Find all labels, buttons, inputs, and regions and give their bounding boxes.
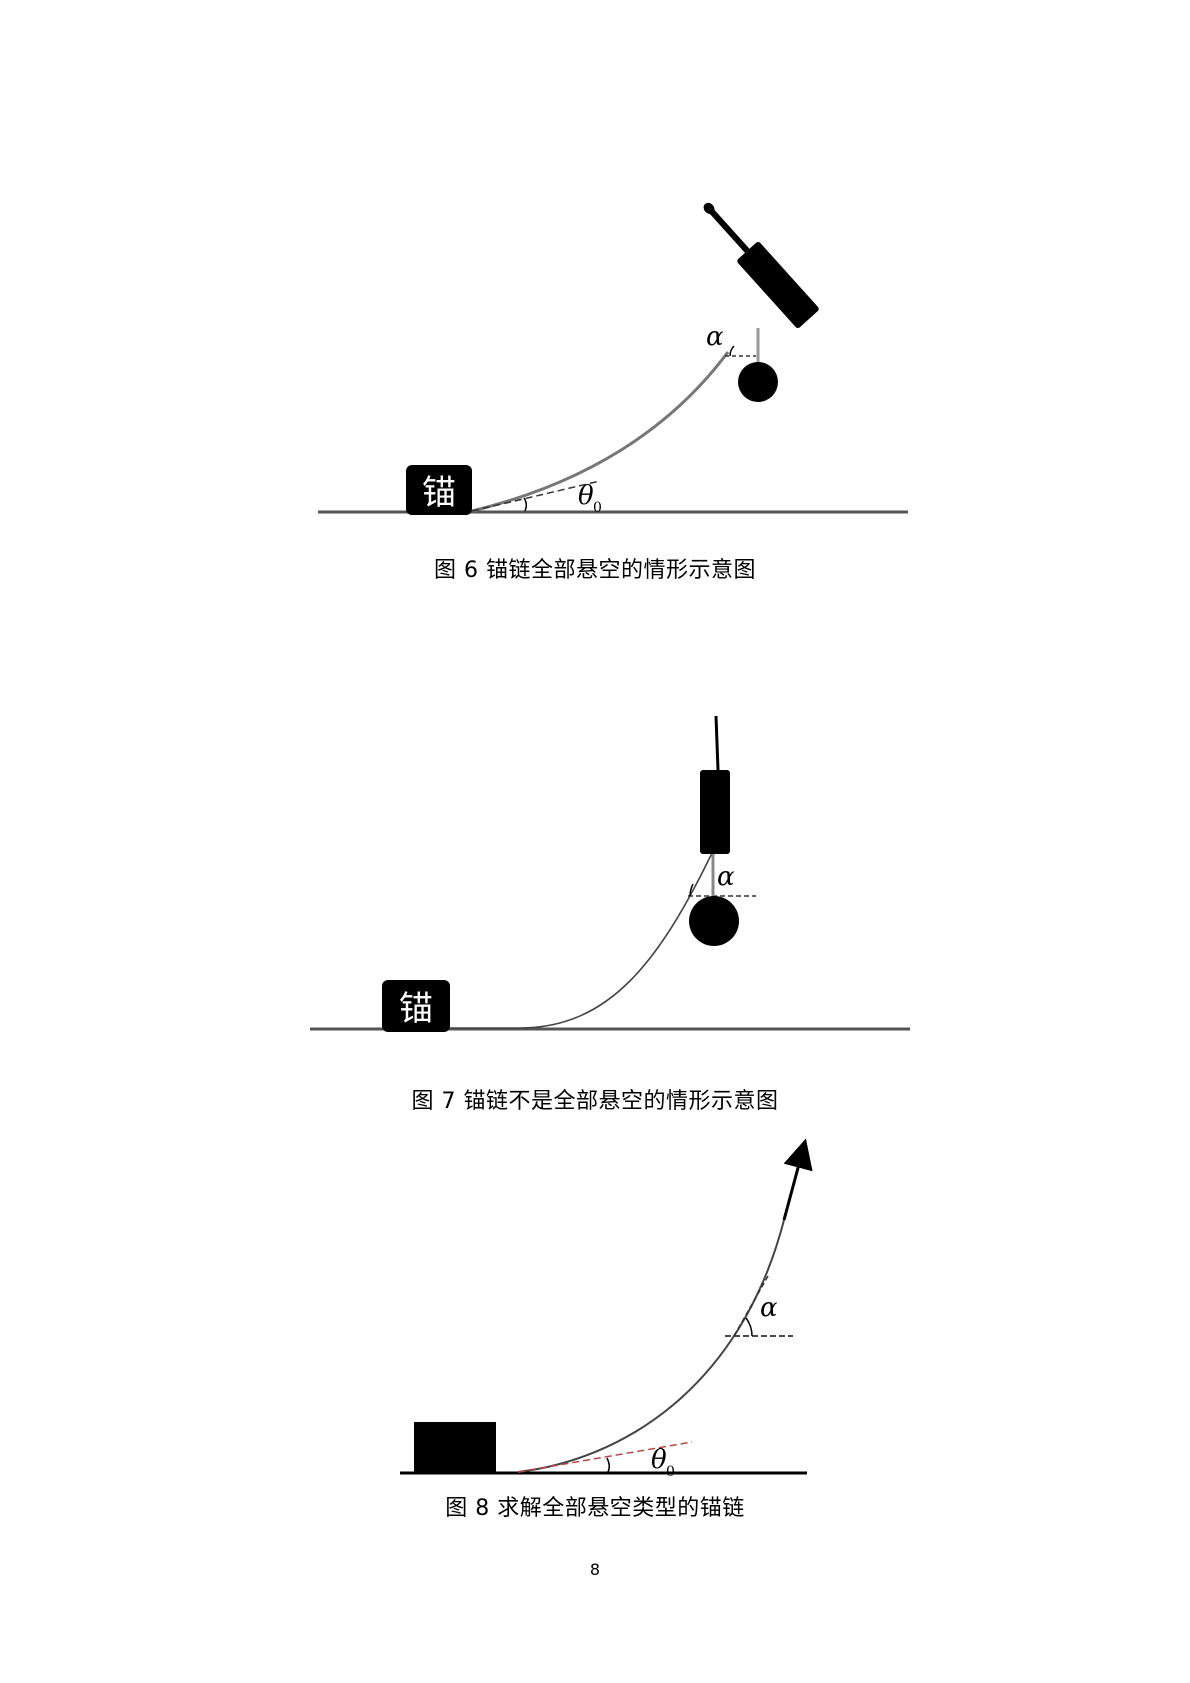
steel-drum: [700, 770, 730, 854]
alpha-tangent-dashed: [733, 1275, 769, 1337]
figure-8: θ 0 α 图 8 求解全部悬空类型的锚链: [400, 1138, 813, 1521]
heavy-ball: [738, 362, 778, 402]
figure-7-diagram: 锚 α: [310, 715, 910, 1032]
figure-7-caption: 图 7 锚链不是全部悬空的情形示意图: [411, 1089, 779, 1114]
alpha-arc: [689, 883, 694, 897]
theta-arc: [523, 497, 528, 512]
theta-label: θ: [578, 481, 594, 511]
theta-label: θ: [651, 1445, 667, 1475]
figure-8-caption: 图 8 求解全部悬空类型的锚链: [445, 1496, 745, 1521]
figure-6-diagram: 锚 θ 0 α: [318, 202, 908, 516]
anchor-block: [382, 980, 450, 1032]
alpha-label: α: [760, 1293, 778, 1323]
figure-6-caption: 图 6 锚链全部悬空的情形示意图: [434, 558, 756, 583]
anchor-chain: [471, 351, 730, 513]
anchor-chain: [517, 1219, 785, 1473]
theta-subscript: 0: [666, 1464, 675, 1480]
figure-6: 锚 θ 0 α 图 6 锚链全部悬空的情形示意图: [0, 0, 1190, 600]
figure-7: 锚 α 图 7 锚链不是全部悬空的情形示意图: [310, 715, 910, 1114]
anchor-label: 锚: [422, 473, 456, 513]
theta-subscript: 0: [593, 500, 602, 516]
pipe-end: [703, 202, 715, 215]
anchor-block: [414, 1422, 496, 1474]
theta-arc: [606, 1457, 611, 1473]
steel-drum: [737, 242, 819, 328]
anchor-label: 锚: [399, 989, 433, 1029]
steel-pipe: [714, 715, 720, 771]
steel-drum-assembly: [703, 202, 819, 328]
alpha-label: α: [717, 862, 735, 892]
figure-8-diagram: θ 0 α: [400, 1138, 813, 1480]
steel-pipe: [708, 208, 750, 253]
alpha-arc: [729, 345, 735, 357]
alpha-arc: [745, 1317, 753, 1337]
theta-tangent-dashed: [517, 1441, 693, 1473]
page-number: 8: [589, 1560, 601, 1579]
anchor-block: [406, 465, 472, 515]
tension-arrow: [782, 1138, 813, 1221]
alpha-label: α: [706, 322, 724, 352]
heavy-ball: [689, 896, 739, 946]
